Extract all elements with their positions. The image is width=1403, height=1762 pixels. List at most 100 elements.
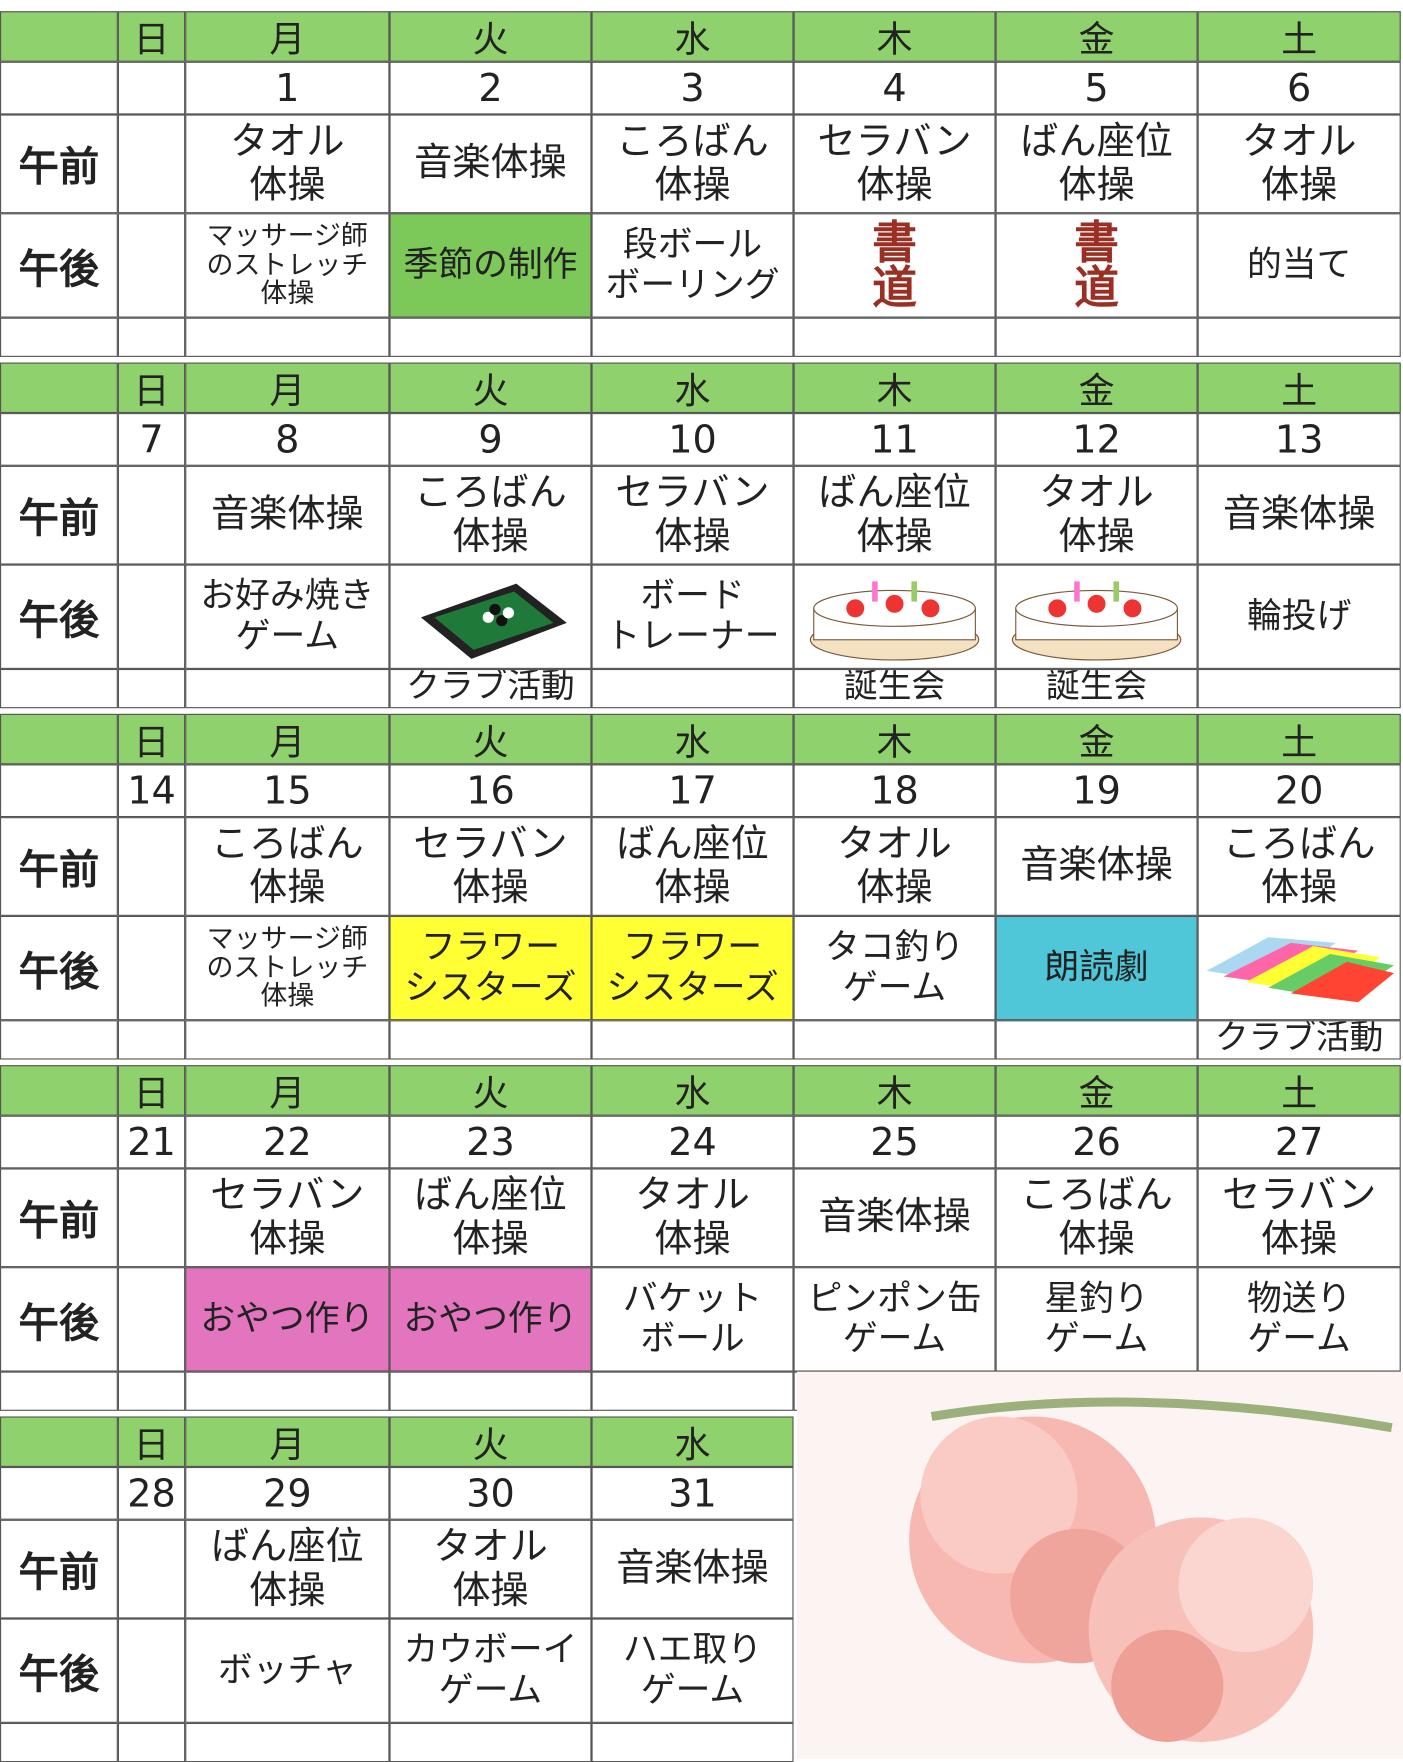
pm-note (185, 317, 390, 357)
weekday-header: 火 (389, 1416, 592, 1467)
weekday-header: 木 (793, 1065, 996, 1116)
pm-activity: ボッチャ (185, 1618, 390, 1723)
pm-activity (117, 213, 186, 318)
header-corner (0, 1416, 118, 1467)
pm-note (591, 1722, 794, 1762)
pm-activity: 輪投げ (1197, 564, 1401, 669)
header-corner (0, 713, 118, 765)
date: 25 (793, 1115, 996, 1169)
am-activity: セラバン 体操 (1197, 1168, 1401, 1268)
weekday-header: 日 (117, 1065, 186, 1116)
am-activity: ころばん 体操 (389, 465, 592, 565)
date-label-cell (0, 764, 118, 818)
am-activity: タオル 体操 (389, 1519, 592, 1619)
pm-note (185, 1722, 390, 1762)
weekday-header: 火 (389, 713, 592, 765)
pm-label: 午後 (0, 1267, 118, 1372)
othello-icon (420, 583, 567, 659)
am-activity: セラバン 体操 (793, 114, 996, 214)
pm-activity: ボード トレーナー (591, 564, 794, 669)
pm-activity (793, 564, 996, 669)
pm-note (117, 1020, 186, 1060)
pm-activity (117, 564, 186, 669)
pm-note (1197, 668, 1401, 709)
weekday-header: 日 (117, 713, 186, 765)
weekday-header: 月 (185, 362, 390, 414)
weekday-header: 金 (995, 1065, 1198, 1116)
weekday-header: 水 (591, 1065, 794, 1116)
am-activity: 音楽体操 (1197, 465, 1401, 565)
pm-activity: 物送り ゲーム (1197, 1267, 1401, 1372)
pm-activity: フラワー シスターズ (591, 915, 794, 1021)
note-label-cell (0, 1722, 118, 1762)
note-label-cell (0, 668, 118, 709)
pm-note: 誕生会 (995, 668, 1198, 709)
date: 8 (185, 413, 390, 466)
weekday-header: 月 (185, 713, 390, 765)
weekday-header: 金 (995, 713, 1198, 765)
am-label: 午前 (0, 114, 118, 214)
pm-note (793, 1020, 996, 1060)
date: 26 (995, 1115, 1198, 1169)
pm-activity: お好み焼き ゲーム (185, 564, 390, 669)
am-activity: 音楽体操 (995, 817, 1198, 916)
date: 16 (389, 764, 592, 818)
am-activity: タオル 体操 (995, 465, 1198, 565)
am-activity: ころばん 体操 (1197, 817, 1401, 916)
pm-activity: マッサージ師 のストレッチ 体操 (185, 213, 390, 318)
pm-activity (995, 564, 1198, 669)
weekday-header: 土 (1197, 362, 1401, 414)
date-label-cell (0, 413, 118, 466)
am-activity: 音楽体操 (793, 1168, 996, 1268)
am-activity: タオル 体操 (591, 1168, 794, 1268)
date: 22 (185, 1115, 390, 1169)
pm-label: 午後 (0, 564, 118, 669)
am-activity: 音楽体操 (185, 465, 390, 565)
date: 11 (793, 413, 996, 466)
weekday-header: 日 (117, 1416, 186, 1467)
weekday-header: 土 (1197, 713, 1401, 765)
pm-note (995, 1020, 1198, 1060)
date: 29 (185, 1466, 390, 1520)
carnation-image (796, 1371, 1403, 1759)
pm-note: 誕生会 (793, 668, 996, 709)
pm-activity (117, 915, 186, 1021)
pm-note (793, 317, 996, 357)
pm-note (389, 1020, 592, 1060)
weekday-header: 日 (117, 11, 186, 62)
pm-note (995, 317, 1198, 357)
pm-activity: フラワー シスターズ (389, 915, 592, 1021)
date: 10 (591, 413, 794, 466)
pm-note (389, 1371, 592, 1411)
pm-note (1197, 317, 1401, 357)
date-label-cell (0, 1115, 118, 1169)
pm-activity (1197, 915, 1401, 1021)
pm-note (117, 668, 186, 709)
date: 31 (591, 1466, 794, 1520)
am-activity: ころばん 体操 (995, 1168, 1198, 1268)
am-label: 午前 (0, 465, 118, 565)
weekday-header: 土 (1197, 11, 1401, 62)
date: 27 (1197, 1115, 1401, 1169)
weekday-header: 木 (793, 713, 996, 765)
weekday-header: 月 (185, 11, 390, 62)
date: 17 (591, 764, 794, 818)
pm-note (591, 668, 794, 709)
weekday-header: 日 (117, 362, 186, 414)
weekday-header: 水 (591, 713, 794, 765)
pm-activity: 星釣り ゲーム (995, 1267, 1198, 1372)
pm-label: 午後 (0, 213, 118, 318)
pm-activity: 朗読劇 (995, 915, 1198, 1021)
date: 13 (1197, 413, 1401, 466)
weekday-header: 火 (389, 11, 592, 62)
weekday-header: 金 (995, 362, 1198, 414)
am-activity: タオル 体操 (793, 817, 996, 916)
pm-note (591, 1020, 794, 1060)
date: 9 (389, 413, 592, 466)
am-activity (117, 1168, 186, 1268)
date: 23 (389, 1115, 592, 1169)
weekday-header: 火 (389, 1065, 592, 1116)
am-activity: ばん座位 体操 (591, 817, 794, 916)
weekday-header: 月 (185, 1416, 390, 1467)
